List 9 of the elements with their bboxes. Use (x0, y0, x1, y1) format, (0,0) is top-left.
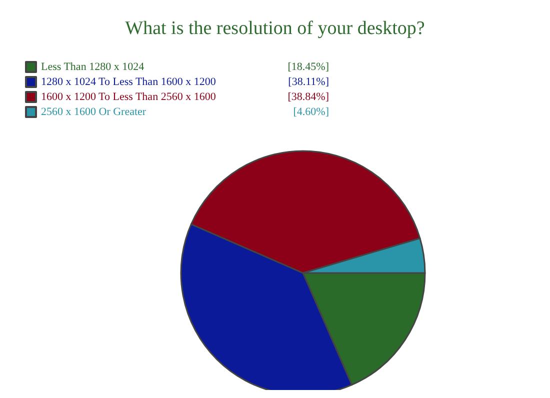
data-label: [38.11%] (288, 76, 329, 88)
data-label: [38.84%] (288, 91, 329, 103)
data-label: [4.60%] (293, 106, 329, 118)
legend-label: 1600 x 1200 To Less Than 2560 x 1600 (41, 91, 216, 103)
legend-label: 2560 x 1600 Or Greater (41, 106, 146, 118)
chart-title: What is the resolution of your desktop? (125, 18, 425, 39)
data-label: [18.45%] (288, 61, 329, 73)
legend-label: Less Than 1280 x 1024 (41, 61, 145, 73)
legend-label: 1280 x 1024 To Less Than 1600 x 1200 (41, 76, 216, 88)
